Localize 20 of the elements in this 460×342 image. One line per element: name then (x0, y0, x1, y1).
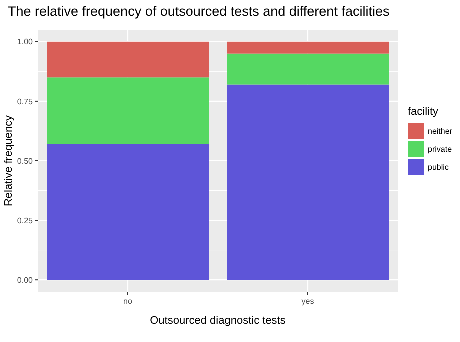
y-tick-label: 0.75 (17, 97, 34, 106)
y-tick-label: 0.25 (17, 216, 34, 226)
y-axis-title: Relative frequency (3, 114, 15, 207)
y-tick-label: 1.00 (17, 38, 34, 47)
bar (227, 84, 389, 280)
x-tick-label: yes (302, 297, 314, 306)
bar (47, 144, 209, 280)
legend-label: neither (428, 126, 453, 136)
bar (47, 42, 209, 78)
legend-label: private (428, 144, 453, 154)
legend-label: public (428, 162, 449, 172)
legend-title: facility (408, 106, 440, 118)
x-axis-title: Outsourced diagnostic tests (150, 315, 286, 327)
y-tick-label: 0.50 (17, 156, 34, 166)
bar (47, 78, 209, 144)
bar (227, 42, 389, 54)
chart-title: The relative frequency of outsourced tests and different facilities (8, 4, 390, 19)
y-tick-label: 0.00 (17, 276, 34, 285)
x-tick-label: no (124, 297, 133, 306)
bar (227, 54, 389, 85)
